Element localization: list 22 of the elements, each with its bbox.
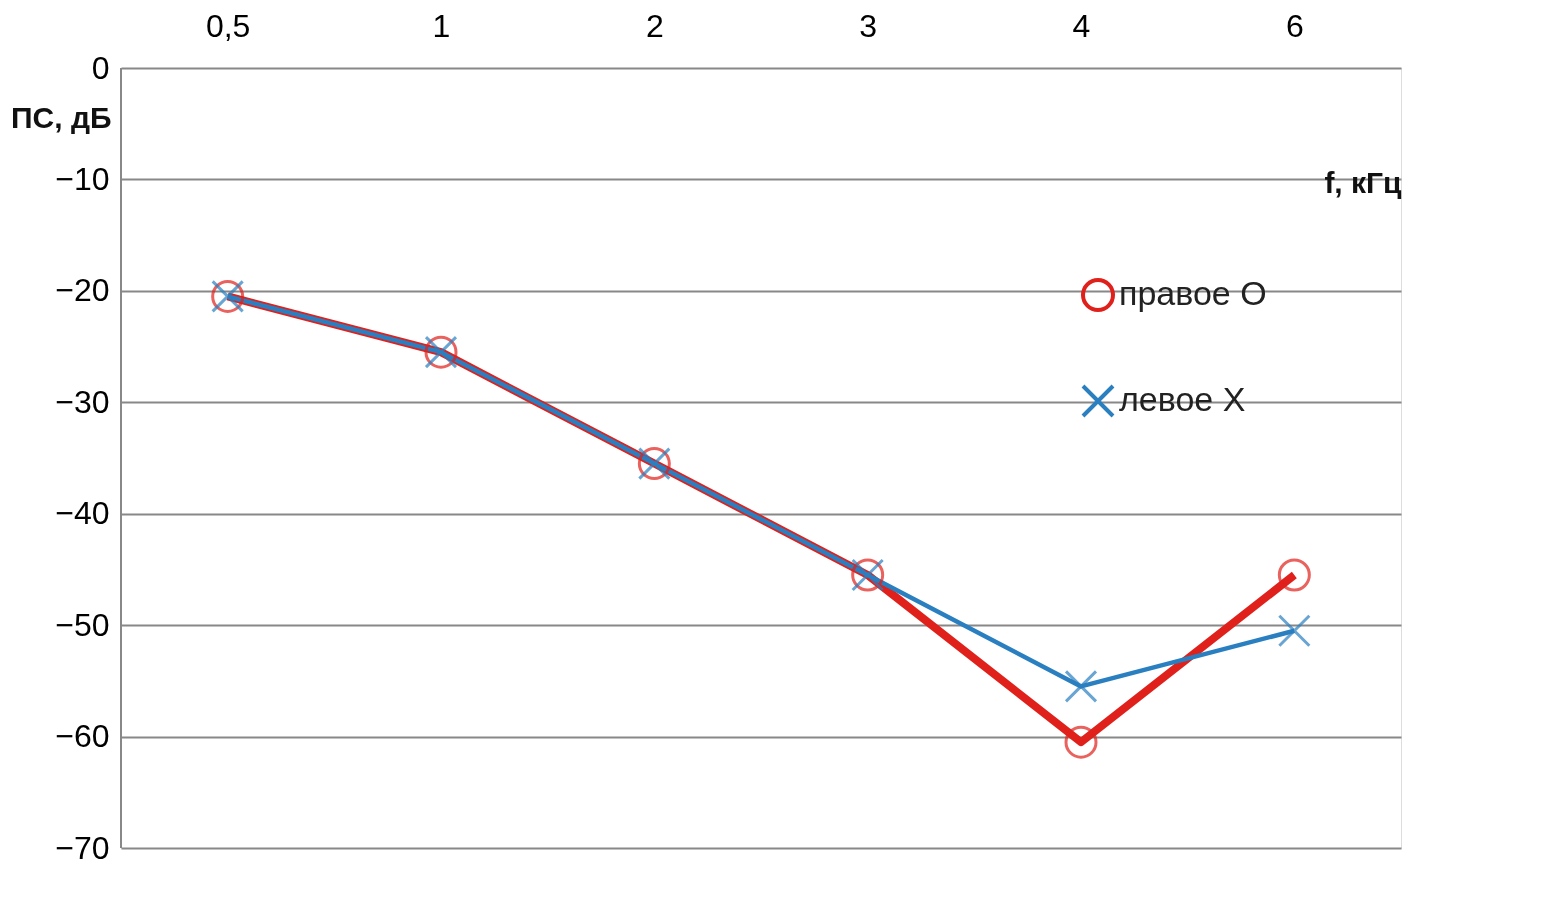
x-tick-label: 3 [859,7,878,44]
x-tick-label: 2 [645,7,664,44]
y-tick-label: −40 [55,495,110,532]
legend-label: правое О [1119,274,1267,312]
x-tick-label: 1 [432,7,451,44]
x-axis-title: f, кГц [1324,165,1403,199]
y-tick-label: −60 [55,718,110,755]
legend-label: левое Х [1119,380,1246,418]
y-tick-label: −20 [55,272,110,309]
y-tick-label: −70 [55,829,110,866]
x-tick-label: 4 [1072,7,1091,44]
y-axis-title: ПС, дБ [10,100,112,134]
point [1064,669,1098,703]
y-tick-label: −50 [55,606,110,643]
x-tick-label: 0,5 [205,7,251,44]
x-tick-label: 6 [1285,7,1304,44]
y-tick-label: 0 [91,49,110,86]
point [1064,725,1098,759]
y-tick-label: −30 [55,383,110,420]
point [1277,614,1311,648]
y-tick-label: −10 [55,160,110,197]
point [1277,558,1311,592]
